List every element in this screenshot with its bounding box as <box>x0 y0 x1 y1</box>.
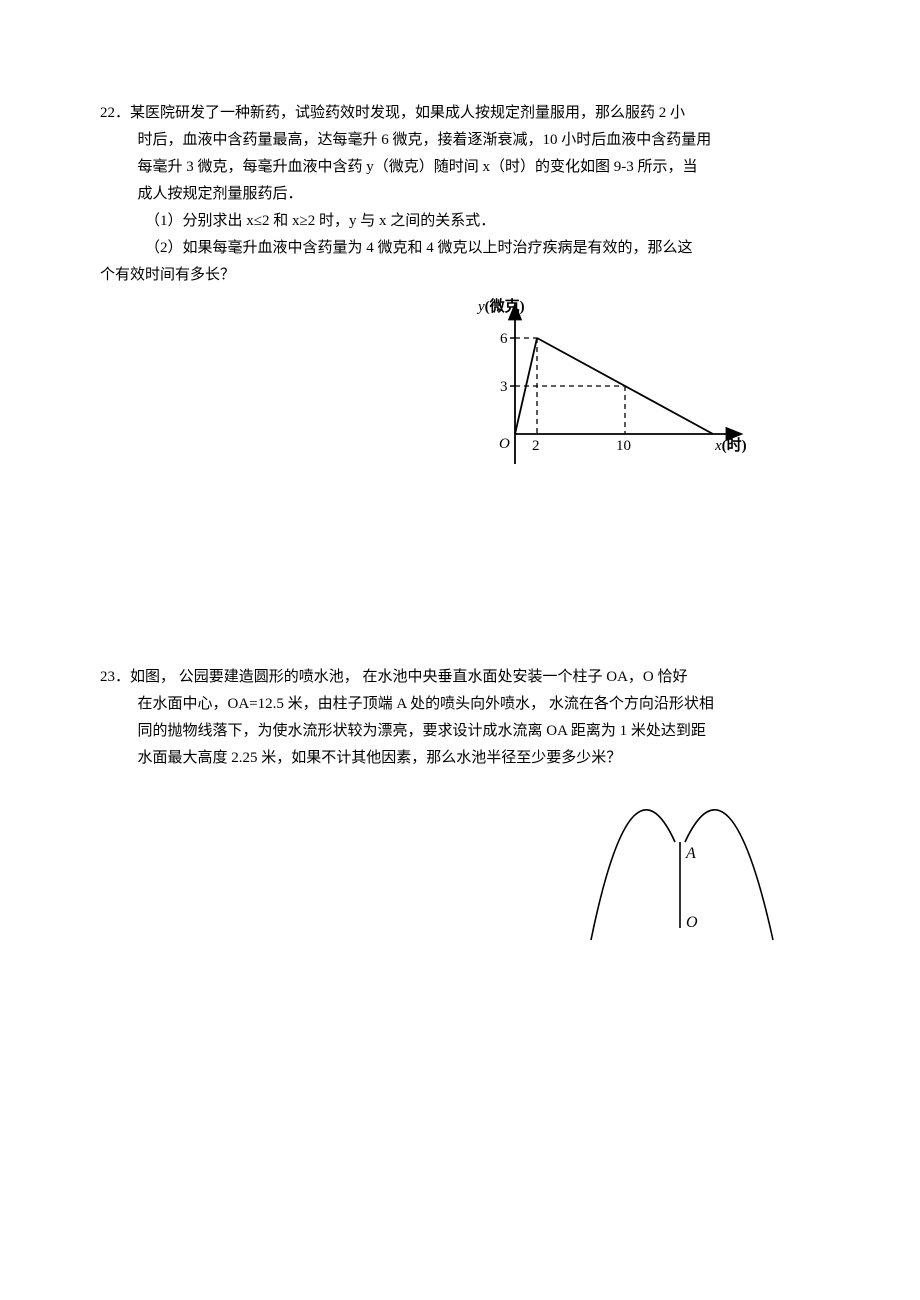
ylabel-6: 6 <box>500 331 508 347</box>
left-parabola <box>591 810 675 940</box>
origin-label: O <box>499 436 510 452</box>
problem-22-line2-wrap: 时后，血液中含药量最高，达每毫升 6 微克，接着逐渐衰减，10 小时后血液中含药… <box>100 127 830 154</box>
problem-23-line4: 水面最大高度 2.25 米，如果不计其他因素，那么水池半径至少要多少米？ <box>138 750 622 766</box>
problem-23-line4-wrap: 水面最大高度 2.25 米，如果不计其他因素，那么水池半径至少要多少米？ <box>100 745 830 772</box>
fountain-svg: A O <box>575 780 785 950</box>
problem-23-body: 23．如图， 公园要建造圆形的喷水池， 在水池中央垂直水面处安装一个柱子 OA，… <box>100 664 830 691</box>
problem-23-line1: 如图， 公园要建造圆形的喷水池， 在水池中央垂直水面处安装一个柱子 OA，O 恰… <box>130 669 688 685</box>
xlabel-10: 10 <box>616 438 631 454</box>
problem-22-sub1: （1）分别求出 x≤2 和 x≥2 时，y 与 x 之间的关系式． <box>100 208 830 235</box>
xlabel-2: 2 <box>532 438 540 454</box>
problem-23-number: 23． <box>100 669 130 685</box>
problem-23: 23．如图， 公园要建造圆形的喷水池， 在水池中央垂直水面处安装一个柱子 OA，… <box>100 664 830 950</box>
y-axis-label: y(微克) <box>476 297 525 315</box>
problem-22-sub2-line2: 个有效时间有多长？ <box>100 267 235 283</box>
problem-22-sub2-line1: （2）如果每毫升血液中含药量为 4 微克和 4 微克以上时治疗疾病是有效的，那么… <box>145 240 693 256</box>
problem-23-line2: 在水面中心，OA=12.5 米，由柱子顶端 A 处的喷头向外喷水， 水流在各个方… <box>138 696 714 712</box>
problem-22-line3: 每毫升 3 微克，每毫升血液中含药 y（微克）随时间 x（时）的变化如图 9-3… <box>138 159 698 175</box>
problem-22-line4: 成人按规定剂量服药后． <box>138 186 303 202</box>
problem-22-line4-wrap: 成人按规定剂量服药后． <box>100 181 830 208</box>
problem-23-line3: 同的抛物线落下，为使水流形状较为漂亮，要求设计成水流离 OA 距离为 1 米处达… <box>138 723 706 739</box>
x-axis-label: x(时) <box>714 437 747 454</box>
problem-22-body: 22．某医院研发了一种新药，试验药效时发现，如果成人按规定剂量服用，那么服药 2… <box>100 100 830 127</box>
problem-22-figure: 6 3 2 10 O y(微克) x(时) <box>100 294 770 474</box>
problem-23-figure: A O <box>100 780 785 950</box>
ylabel-3: 3 <box>500 379 508 395</box>
label-a: A <box>685 845 696 862</box>
problem-22-sub2-line1-wrap: （2）如果每毫升血液中含药量为 4 微克和 4 微克以上时治疗疾病是有效的，那么… <box>100 235 830 262</box>
chart-22-svg: 6 3 2 10 O y(微克) x(时) <box>470 294 770 474</box>
problem-22-line2: 时后，血液中含药量最高，达每毫升 6 微克，接着逐渐衰减，10 小时后血液中含药… <box>138 132 712 148</box>
problem-22: 22．某医院研发了一种新药，试验药效时发现，如果成人按规定剂量服用，那么服药 2… <box>100 100 830 474</box>
problem-22-number: 22． <box>100 105 130 121</box>
problem-23-line2-wrap: 在水面中心，OA=12.5 米，由柱子顶端 A 处的喷头向外喷水， 水流在各个方… <box>100 691 830 718</box>
problem-22-sub1-text: （1）分别求出 x≤2 和 x≥2 时，y 与 x 之间的关系式． <box>145 213 495 229</box>
problem-22-line3-wrap: 每毫升 3 微克，每毫升血液中含药 y（微克）随时间 x（时）的变化如图 9-3… <box>100 154 830 181</box>
problem-22-line1: 某医院研发了一种新药，试验药效时发现，如果成人按规定剂量服用，那么服药 2 小 <box>130 105 685 121</box>
label-o: O <box>686 914 698 931</box>
right-parabola <box>685 810 773 940</box>
problem-23-line3-wrap: 同的抛物线落下，为使水流形状较为漂亮，要求设计成水流离 OA 距离为 1 米处达… <box>100 718 830 745</box>
problem-22-sub2-line2-wrap: 个有效时间有多长？ <box>100 262 830 289</box>
